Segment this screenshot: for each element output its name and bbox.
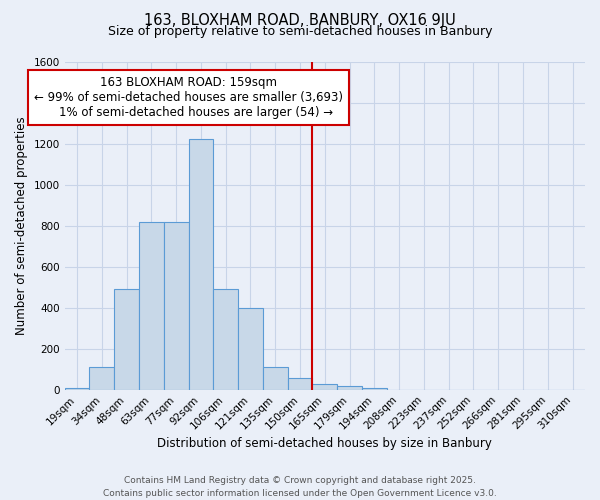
Bar <box>287 378 313 390</box>
Text: 163 BLOXHAM ROAD: 159sqm
← 99% of semi-detached houses are smaller (3,693)
    1: 163 BLOXHAM ROAD: 159sqm ← 99% of semi-d… <box>34 76 343 119</box>
Text: Contains HM Land Registry data © Crown copyright and database right 2025.
Contai: Contains HM Land Registry data © Crown c… <box>103 476 497 498</box>
Bar <box>263 367 287 390</box>
Bar <box>214 289 238 390</box>
Bar <box>337 386 362 390</box>
Bar <box>188 140 214 390</box>
Bar <box>362 388 387 390</box>
X-axis label: Distribution of semi-detached houses by size in Banbury: Distribution of semi-detached houses by … <box>157 437 492 450</box>
Bar <box>164 222 188 390</box>
Bar <box>65 388 89 390</box>
Bar <box>89 367 114 390</box>
Text: Size of property relative to semi-detached houses in Banbury: Size of property relative to semi-detach… <box>108 25 492 38</box>
Bar <box>139 222 164 390</box>
Y-axis label: Number of semi-detached properties: Number of semi-detached properties <box>15 116 28 335</box>
Text: 163, BLOXHAM ROAD, BANBURY, OX16 9JU: 163, BLOXHAM ROAD, BANBURY, OX16 9JU <box>144 12 456 28</box>
Bar <box>313 384 337 390</box>
Bar <box>238 308 263 390</box>
Bar <box>114 289 139 390</box>
